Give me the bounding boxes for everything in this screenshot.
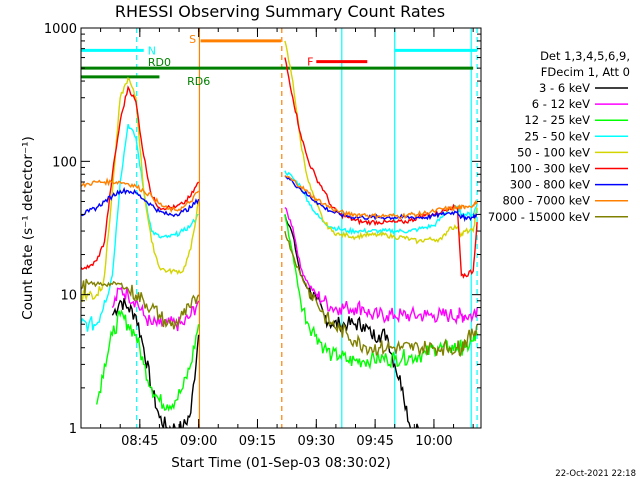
legend-header-1: Det 1,3,4,5,6,9,	[540, 49, 630, 63]
legend-entry-label: 3 - 6 keV	[539, 81, 590, 95]
x-axis-label: Start Time (01-Sep-03 08:30:02)	[171, 455, 391, 471]
x-tick-label: 08:45	[121, 434, 158, 449]
legend-entry-label: 100 - 300 keV	[510, 162, 590, 176]
series-line	[284, 175, 478, 223]
series-line	[284, 175, 478, 220]
series-line	[284, 214, 478, 370]
series-line	[81, 85, 200, 270]
y-tick-label: 1000	[44, 22, 77, 37]
series-line	[81, 177, 200, 214]
y-axis: 1 10 100 1000	[44, 22, 481, 437]
flag-label-rd6: RD6	[187, 75, 210, 88]
series-layer	[81, 40, 478, 428]
footer-timestamp: 22-Oct-2021 22:18	[555, 469, 636, 479]
flag-bars: N S F RD0 RD6	[81, 33, 478, 88]
legend-entry-label: 7000 - 15000 keV	[488, 210, 590, 224]
x-tick-label: 10:00	[415, 434, 452, 449]
series-line	[284, 207, 478, 325]
chart-title: RHESSI Observing Summary Count Rates	[115, 2, 445, 21]
legend-entry-label: 12 - 25 keV	[524, 113, 590, 127]
series-line	[81, 123, 199, 332]
series-line	[284, 40, 478, 245]
flag-label-s: S	[189, 33, 196, 46]
x-axis: 08:45 09:00 09:15 09:30 09:45 10:00	[80, 28, 474, 449]
y-tick-label: 1	[69, 422, 77, 437]
series-line	[81, 76, 200, 303]
legend: Det 1,3,4,5,6,9, FDecim 1, Att 0 3 - 6 k…	[488, 49, 630, 224]
x-tick-label: 09:30	[298, 434, 335, 449]
y-tick-label: 100	[52, 155, 77, 170]
flag-label-rd0: RD0	[148, 56, 171, 69]
legend-entry-label: 300 - 800 keV	[510, 178, 590, 192]
x-tick-label: 09:45	[356, 434, 393, 449]
legend-entry-label: 800 - 7000 keV	[502, 194, 590, 208]
y-axis-label: Count Rate (s⁻¹ detector⁻¹)	[20, 136, 36, 320]
series-line	[81, 278, 200, 330]
y-tick-label: 10	[60, 289, 77, 304]
flag-label-f: F	[307, 56, 313, 69]
legend-entry-label: 25 - 50 keV	[524, 129, 590, 143]
series-line	[284, 230, 478, 358]
flag-label-n: N	[148, 44, 156, 57]
x-tick-label: 09:15	[239, 434, 276, 449]
legend-entry-label: 6 - 12 keV	[532, 97, 590, 111]
legend-header-2: FDecim 1, Att 0	[541, 65, 630, 79]
x-tick-label: 09:00	[180, 434, 217, 449]
series-line	[81, 186, 200, 218]
series-line	[111, 297, 200, 428]
plot-frame	[80, 27, 482, 429]
legend-entry-label: 50 - 100 keV	[517, 145, 590, 159]
series-line	[96, 309, 200, 412]
